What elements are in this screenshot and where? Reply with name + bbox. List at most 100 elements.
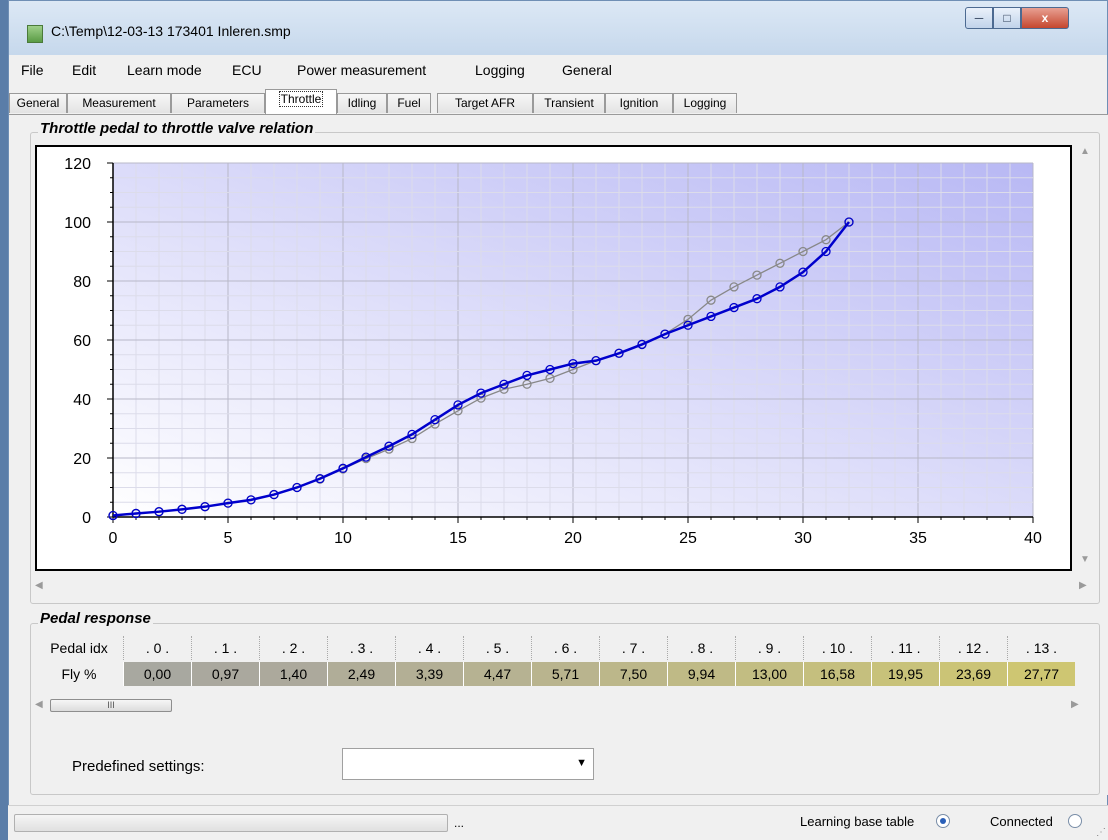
scroll-right-icon[interactable]: ▶ bbox=[1071, 699, 1079, 710]
data-point[interactable] bbox=[614, 348, 624, 358]
fly-percent-cell[interactable]: 23,69 bbox=[939, 662, 1007, 686]
data-point[interactable] bbox=[729, 282, 739, 292]
learning-radio-icon[interactable] bbox=[936, 814, 950, 828]
minimize-button[interactable]: ─ bbox=[965, 7, 993, 29]
data-point[interactable] bbox=[453, 400, 463, 410]
data-point[interactable] bbox=[453, 406, 463, 416]
data-point[interactable] bbox=[775, 282, 785, 292]
tab-idling[interactable]: Idling bbox=[337, 93, 387, 113]
menu-general[interactable]: General bbox=[562, 62, 612, 78]
data-point[interactable] bbox=[315, 473, 325, 484]
pedal-index-header[interactable]: . 10 . bbox=[803, 636, 871, 660]
close-button[interactable]: x bbox=[1021, 7, 1069, 29]
chart-vertical-scrollbar[interactable]: ▲ ▼ bbox=[1076, 144, 1093, 584]
pedal-index-header[interactable]: . 0 . bbox=[123, 636, 191, 660]
data-point[interactable] bbox=[154, 507, 164, 517]
fly-percent-cell[interactable]: 5,71 bbox=[531, 662, 599, 686]
data-point[interactable] bbox=[131, 508, 141, 519]
data-point[interactable] bbox=[499, 379, 509, 389]
menu-learn-mode[interactable]: Learn mode bbox=[127, 62, 202, 78]
maximize-button[interactable]: □ bbox=[993, 7, 1021, 29]
data-point[interactable] bbox=[292, 482, 302, 493]
fly-percent-cell[interactable]: 3,39 bbox=[395, 662, 463, 686]
scroll-left-icon[interactable]: ◀ bbox=[35, 580, 43, 591]
data-point[interactable] bbox=[522, 370, 532, 381]
data-point[interactable] bbox=[660, 329, 670, 339]
fly-percent-cell[interactable]: 19,95 bbox=[871, 662, 939, 686]
data-point[interactable] bbox=[361, 452, 371, 462]
tab-fuel[interactable]: Fuel bbox=[387, 93, 431, 113]
pedal-index-header[interactable]: . 12 . bbox=[939, 636, 1007, 660]
data-point[interactable] bbox=[706, 311, 716, 322]
fly-percent-cell[interactable]: 4,47 bbox=[463, 662, 531, 686]
data-point[interactable] bbox=[269, 489, 279, 500]
tab-general[interactable]: General bbox=[9, 93, 67, 113]
data-point[interactable] bbox=[568, 358, 578, 369]
scroll-up-icon[interactable]: ▲ bbox=[1080, 146, 1090, 157]
data-point[interactable] bbox=[752, 270, 762, 280]
tab-throttle[interactable]: Throttle bbox=[265, 89, 337, 114]
tab-target-afr[interactable]: Target AFR bbox=[437, 93, 533, 113]
tab-parameters[interactable]: Parameters bbox=[171, 93, 265, 113]
chevron-down-icon[interactable]: ▼ bbox=[576, 757, 587, 769]
fly-percent-cell[interactable]: 1,40 bbox=[259, 662, 327, 686]
data-point[interactable] bbox=[568, 364, 578, 375]
pedal-index-header[interactable]: . 4 . bbox=[395, 636, 463, 660]
data-point[interactable] bbox=[821, 246, 831, 257]
pedal-index-header[interactable]: . 6 . bbox=[531, 636, 599, 660]
data-point[interactable] bbox=[384, 441, 394, 451]
scroll-right-icon[interactable]: ▶ bbox=[1079, 580, 1087, 591]
data-point[interactable] bbox=[407, 429, 417, 440]
pedal-index-header[interactable]: . 5 . bbox=[463, 636, 531, 660]
scroll-thumb[interactable]: III bbox=[50, 699, 172, 712]
data-point[interactable] bbox=[522, 379, 532, 389]
tab-ignition[interactable]: Ignition bbox=[605, 93, 673, 113]
tab-transient[interactable]: Transient bbox=[533, 93, 605, 113]
fly-percent-cell[interactable]: 13,00 bbox=[735, 662, 803, 686]
scroll-down-icon[interactable]: ▼ bbox=[1080, 554, 1090, 565]
data-point[interactable] bbox=[729, 302, 739, 313]
data-point[interactable] bbox=[683, 320, 693, 330]
data-point[interactable] bbox=[545, 373, 555, 384]
menu-ecu[interactable]: ECU bbox=[232, 62, 262, 78]
menu-power-measurement[interactable]: Power measurement bbox=[297, 62, 427, 78]
pedal-index-header[interactable]: . 1 . bbox=[191, 636, 259, 660]
data-point[interactable] bbox=[430, 414, 440, 425]
pedal-index-header[interactable]: . 8 . bbox=[667, 636, 735, 660]
data-point[interactable] bbox=[706, 295, 716, 305]
fly-percent-cell[interactable]: 7,50 bbox=[599, 662, 667, 686]
tab-logging[interactable]: Logging bbox=[673, 93, 737, 113]
data-point[interactable] bbox=[108, 510, 118, 521]
fly-percent-cell[interactable]: 16,58 bbox=[803, 662, 871, 686]
fly-percent-cell[interactable]: 9,94 bbox=[667, 662, 735, 686]
data-point[interactable] bbox=[798, 267, 808, 277]
resize-grip-icon[interactable]: ⋰ bbox=[1096, 827, 1106, 838]
pedal-index-header[interactable]: . 11 . bbox=[871, 636, 939, 660]
menu-file[interactable]: File bbox=[21, 62, 44, 78]
pedal-index-header[interactable]: . 13 . bbox=[1007, 636, 1075, 660]
chart-horizontal-scrollbar[interactable]: ◀ ▶ bbox=[33, 578, 1093, 595]
data-point[interactable] bbox=[200, 502, 210, 512]
data-point[interactable] bbox=[545, 364, 555, 375]
fly-percent-cell[interactable]: 0,00 bbox=[123, 662, 191, 686]
data-point[interactable] bbox=[821, 235, 831, 245]
connected-radio-icon[interactable] bbox=[1068, 814, 1082, 828]
data-point[interactable] bbox=[177, 504, 187, 514]
data-point[interactable] bbox=[775, 258, 785, 268]
pedal-index-header[interactable]: . 2 . bbox=[259, 636, 327, 660]
data-point[interactable] bbox=[844, 217, 854, 227]
fly-percent-cell[interactable]: 2,49 bbox=[327, 662, 395, 686]
pedal-index-header[interactable]: . 7 . bbox=[599, 636, 667, 660]
menu-logging[interactable]: Logging bbox=[475, 62, 525, 78]
data-point[interactable] bbox=[752, 294, 762, 304]
fly-percent-cell[interactable]: 27,77 bbox=[1007, 662, 1075, 686]
data-point[interactable] bbox=[246, 495, 256, 505]
predefined-settings-dropdown[interactable]: ▼ bbox=[342, 748, 594, 780]
data-point[interactable] bbox=[223, 498, 233, 508]
tab-measurement[interactable]: Measurement bbox=[67, 93, 171, 113]
data-point[interactable] bbox=[637, 339, 647, 350]
data-point[interactable] bbox=[338, 463, 348, 473]
fly-percent-cell[interactable]: 0,97 bbox=[191, 662, 259, 686]
data-point[interactable] bbox=[798, 246, 808, 257]
scroll-left-icon[interactable]: ◀ bbox=[35, 699, 43, 710]
